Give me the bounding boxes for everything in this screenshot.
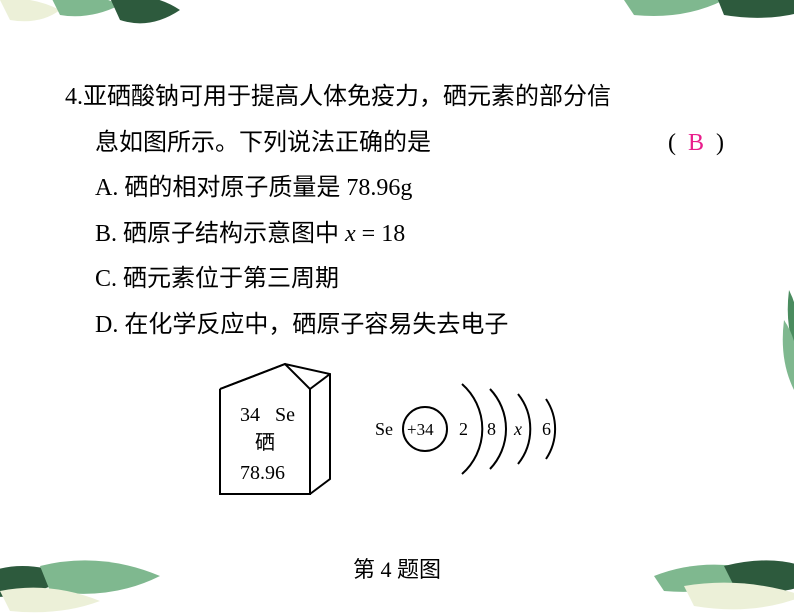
nucleus-charge: +34 xyxy=(407,420,434,439)
figure-caption: 第 4 题图 xyxy=(0,549,794,591)
answer-letter: B xyxy=(682,130,710,156)
paren-open: ( xyxy=(668,130,676,156)
shell-1: 2 xyxy=(459,419,468,439)
shell-4: 6 xyxy=(542,419,551,439)
element-info-box: 34 Se 硒 78.96 xyxy=(205,359,335,499)
shell-2: 8 xyxy=(487,419,496,439)
option-c: C. 硒元素位于第三周期 xyxy=(95,257,724,303)
shell-3: x xyxy=(513,419,522,439)
option-b: B. 硒原子结构示意图中 x = 18 xyxy=(95,212,724,258)
atom-structure-diagram: Se +34 2 8 x 6 xyxy=(375,369,585,489)
options-list: A. 硒的相对原子质量是 78.96g B. 硒原子结构示意图中 x = 18 … xyxy=(65,166,724,348)
question-line-2: 息如图所示。下列说法正确的是 ( B ) xyxy=(65,121,724,167)
paren-close: ) xyxy=(716,130,724,156)
option-b-suffix: = 18 xyxy=(356,221,406,247)
diagram-container: 34 Se 硒 78.96 Se +34 2 8 x 6 xyxy=(65,359,724,499)
box-mass: 78.96 xyxy=(240,462,285,484)
option-b-var: x xyxy=(345,221,356,247)
option-d: D. 在化学反应中，硒原子容易失去电子 xyxy=(95,303,724,349)
question-content: 4. 亚硒酸钠可用于提高人体免疫力，硒元素的部分信 息如图所示。下列说法正确的是… xyxy=(0,0,794,499)
box-name: 硒 xyxy=(255,432,275,454)
box-symbol: Se xyxy=(275,404,295,426)
question-text-2: 息如图所示。下列说法正确的是 xyxy=(95,130,431,156)
question-line-1: 4. 亚硒酸钠可用于提高人体免疫力，硒元素的部分信 xyxy=(65,75,724,121)
atom-label: Se xyxy=(375,419,393,439)
answer-parentheses: ( B ) xyxy=(668,121,724,167)
option-b-prefix: B. 硒原子结构示意图中 xyxy=(95,221,345,247)
option-a: A. 硒的相对原子质量是 78.96g xyxy=(95,166,724,212)
question-number: 4. xyxy=(65,75,83,121)
box-atomic-number: 34 xyxy=(240,404,260,426)
question-text-1: 亚硒酸钠可用于提高人体免疫力，硒元素的部分信 xyxy=(83,75,611,121)
